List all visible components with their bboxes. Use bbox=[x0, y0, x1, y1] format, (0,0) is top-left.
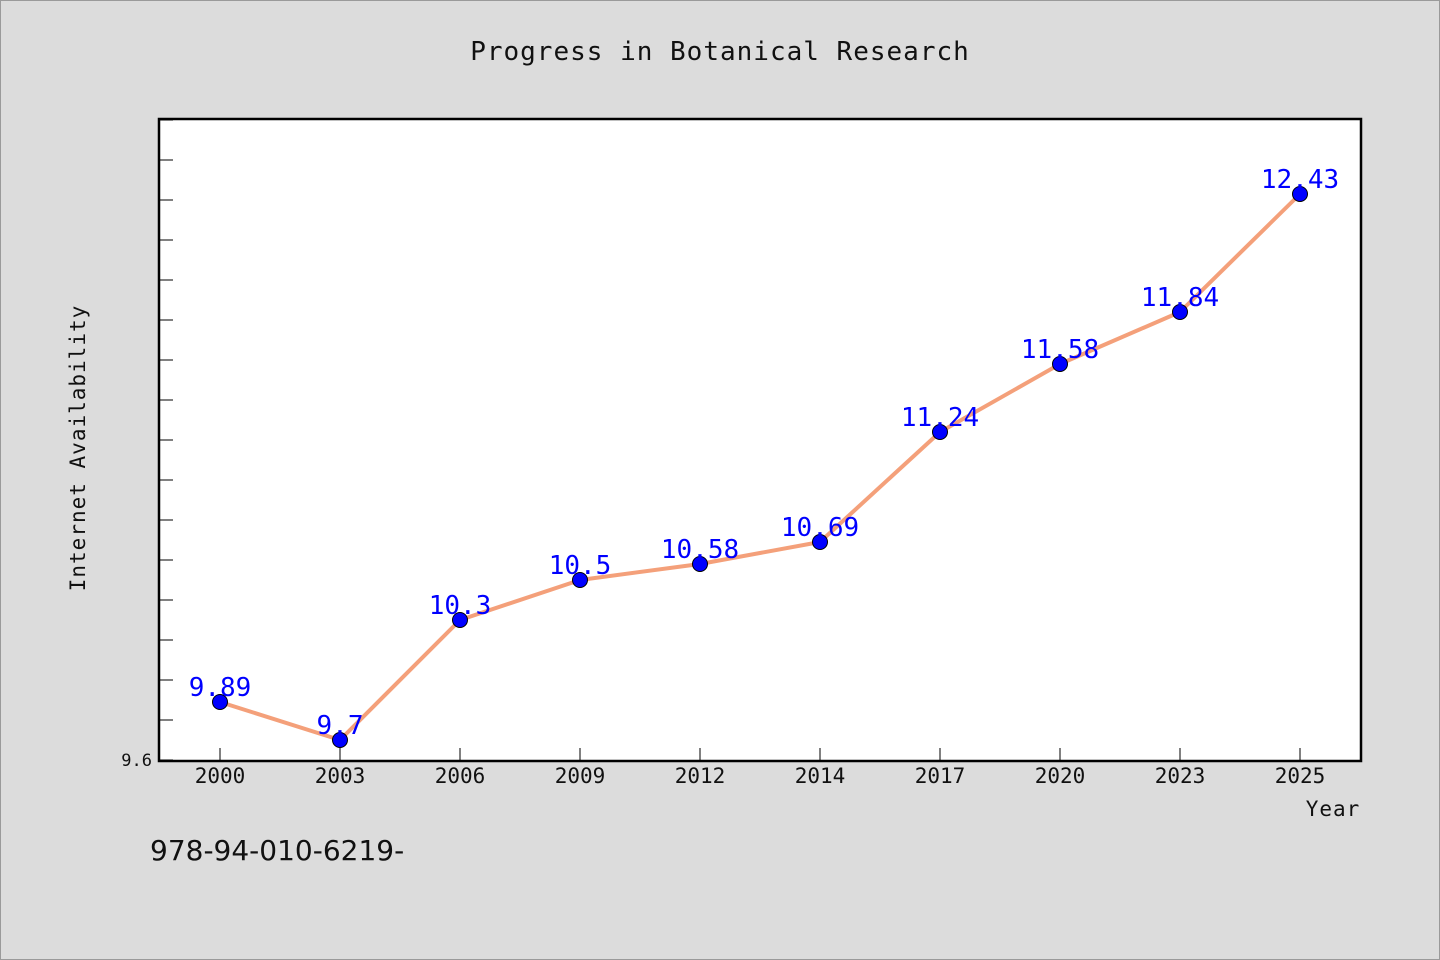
x-axis-label: Year bbox=[1306, 797, 1361, 821]
data-label: 11.84 bbox=[1141, 283, 1219, 313]
isbn-text: 978-94-010-6219- bbox=[150, 834, 405, 867]
y-axis-label: Internet Availability bbox=[66, 305, 90, 592]
series-group: 9.89 9.7 10.3 10.5 10.58 10.69 11.24 11.58 11.84… bbox=[189, 165, 1339, 748]
data-point bbox=[932, 424, 948, 440]
x-tick-label: 2017 bbox=[915, 764, 966, 788]
data-point bbox=[1052, 356, 1068, 372]
x-tick-label: 2023 bbox=[1155, 764, 1206, 788]
series-line bbox=[219, 192, 1302, 742]
x-tick-label: 2012 bbox=[675, 764, 726, 788]
data-point bbox=[1292, 186, 1308, 202]
data-label: 10.58 bbox=[661, 535, 739, 565]
x-axis-ticks: 2000 2003 2006 2009 2012 2014 2017 2020 2023 2025 bbox=[195, 748, 1326, 788]
data-point bbox=[212, 694, 228, 710]
x-tick-label: 2006 bbox=[435, 764, 486, 788]
y-tick-label: 9.6 bbox=[121, 751, 152, 771]
data-label: 10.69 bbox=[781, 513, 859, 543]
x-tick-label: 2025 bbox=[1275, 764, 1326, 788]
data-label: 9.7 bbox=[317, 711, 364, 741]
data-point bbox=[332, 732, 348, 748]
data-label: 10.3 bbox=[429, 591, 492, 621]
chart-title: Progress in Botanical Research bbox=[470, 37, 970, 67]
data-label: 12.43 bbox=[1261, 165, 1339, 195]
x-tick-label: 2000 bbox=[195, 764, 246, 788]
data-point bbox=[1172, 304, 1188, 320]
x-tick-label: 2014 bbox=[795, 764, 846, 788]
data-point bbox=[572, 572, 588, 588]
data-label: 11.24 bbox=[901, 403, 979, 433]
data-point bbox=[812, 534, 828, 550]
x-tick-label: 2003 bbox=[315, 764, 366, 788]
data-point bbox=[692, 556, 708, 572]
x-tick-label: 2009 bbox=[555, 764, 606, 788]
x-tick-label: 2020 bbox=[1035, 764, 1086, 788]
y-axis-ticks: 9.6 bbox=[121, 119, 173, 771]
plot-area bbox=[157, 117, 1363, 763]
data-label: 10.5 bbox=[549, 551, 612, 581]
data-label: 11.58 bbox=[1021, 335, 1099, 365]
data-point bbox=[452, 612, 468, 628]
data-label: 9.89 bbox=[189, 673, 252, 703]
